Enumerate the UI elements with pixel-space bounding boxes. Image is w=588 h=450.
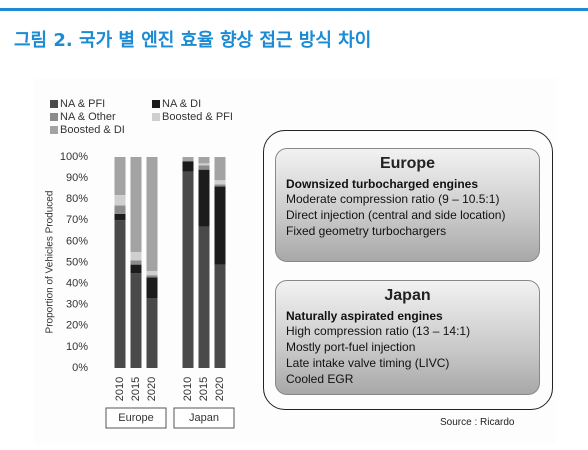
y-tick-label: 80% — [66, 193, 88, 205]
bar-segment — [198, 169, 210, 227]
bar-segment — [214, 184, 226, 187]
europe-panel: Europe Downsized turbocharged engines Mo… — [275, 148, 540, 262]
bar-segment — [214, 264, 226, 368]
panel-item: Mostly port-fuel injection — [286, 340, 416, 354]
legend-swatch — [50, 113, 58, 121]
bar-segment — [114, 194, 126, 206]
bar-segment — [182, 171, 194, 368]
bar-segment — [130, 260, 142, 265]
bar-segment — [130, 251, 142, 261]
legend-swatch — [152, 113, 160, 121]
bar-segment — [198, 165, 210, 170]
bar-segment — [130, 273, 142, 368]
bar-segment — [130, 264, 142, 274]
bar-segment — [114, 220, 126, 368]
legend-label: NA & DI — [162, 98, 201, 110]
bar-segment — [214, 157, 226, 181]
panel-title: Europe — [379, 155, 436, 172]
group-label: Japan — [189, 412, 219, 424]
group-box — [173, 407, 235, 429]
panel-title: Japan — [384, 287, 431, 304]
legend-swatch — [50, 100, 58, 108]
bar-segment — [146, 157, 158, 271]
y-tick-label: 30% — [66, 299, 88, 311]
figure-title: 그림 2. 국가 별 엔진 효율 향상 접근 방식 차이 — [14, 30, 372, 51]
bar-segment — [130, 157, 142, 252]
bar-segment — [114, 205, 126, 214]
y-tick-label: 10% — [66, 341, 88, 353]
y-tick-label: 40% — [66, 278, 88, 290]
x-tick-label: 2010 — [114, 377, 126, 401]
x-tick-label: 2015 — [130, 377, 142, 401]
y-tick-label: 70% — [66, 214, 88, 226]
legend-swatch — [50, 126, 58, 134]
bar-segment — [182, 157, 194, 162]
y-tick-label: 20% — [66, 320, 88, 332]
y-tick-label: 100% — [60, 151, 88, 163]
panel-item: Fixed geometry turbochargers — [286, 224, 447, 238]
bar-segment — [214, 186, 226, 265]
x-tick-label: 2010 — [182, 377, 194, 401]
bar-segment — [114, 213, 126, 221]
bar-segment — [198, 163, 210, 166]
comparison-frame — [263, 130, 553, 410]
legend-label: Boosted & DI — [60, 124, 125, 136]
bar-segment — [146, 298, 158, 368]
panel-item: Late intake valve timing (LIVC) — [286, 356, 450, 370]
y-axis-label: Proportion of Vehicles Produced — [45, 191, 56, 334]
x-tick-label: 2020 — [146, 377, 158, 401]
japan-panel: Japan Naturally aspirated engines High c… — [275, 280, 540, 395]
y-tick-label: 60% — [66, 235, 88, 247]
legend-swatch — [152, 100, 160, 108]
bar-segment — [114, 157, 126, 195]
bar-segment — [146, 270, 158, 276]
x-tick-label: 2020 — [214, 377, 226, 401]
bar-segment — [198, 157, 210, 164]
panel-subtitle: Downsized turbocharged engines — [286, 177, 479, 191]
top-rule — [0, 8, 588, 11]
source-note: Source : Ricardo — [440, 417, 515, 428]
y-tick-label: 90% — [66, 172, 88, 184]
legend-label: Boosted & PFI — [162, 111, 233, 123]
legend-label: NA & PFI — [60, 98, 105, 110]
bar-segment — [146, 277, 158, 299]
panel-subtitle: Naturally aspirated engines — [286, 309, 443, 323]
group-box — [105, 407, 167, 429]
bar-segment — [182, 161, 194, 172]
y-tick-label: 0% — [72, 362, 88, 374]
legend-label: NA & Other — [60, 111, 116, 123]
panel-item: Direct injection (central and side locat… — [286, 208, 506, 222]
panel-item: Cooled EGR — [286, 372, 354, 386]
bar-segment — [198, 226, 210, 368]
bar-segment — [214, 180, 226, 185]
y-tick-label: 50% — [66, 256, 88, 268]
bar-segment — [146, 275, 158, 278]
x-tick-label: 2015 — [198, 377, 210, 401]
panel-item: Moderate compression ratio (9 – 10.5:1) — [286, 192, 500, 206]
group-label: Europe — [118, 412, 153, 424]
panel-item: High compression ratio (13 – 14:1) — [286, 324, 471, 338]
